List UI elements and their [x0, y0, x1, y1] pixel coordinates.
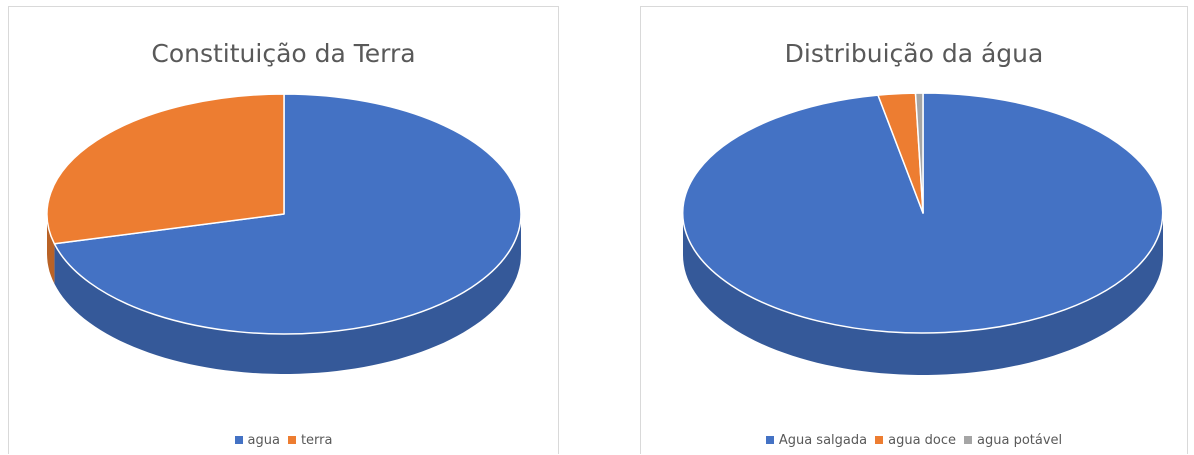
chart-title: Constituição da Terra — [151, 39, 416, 68]
pie-slice-0 — [53, 93, 522, 335]
legend-swatch — [234, 436, 243, 444]
chart-legend: agua terra — [9, 433, 558, 448]
chart-legend: Agua salgada agua doce agua potável — [641, 433, 1187, 448]
chart-panel-constituicao: Constituição da Terra agua terra — [8, 6, 559, 454]
legend-item-1: agua doce — [875, 433, 956, 448]
legend-item-2: agua potável — [964, 433, 1062, 448]
pie-slice-2 — [914, 92, 924, 214]
pie-slice-1 — [46, 93, 285, 245]
chart-panel-distribuicao: Distribuição da água Agua salgada agua do… — [640, 6, 1188, 454]
chart-title: Distribuição da água — [784, 39, 1044, 68]
pie-side-0 — [683, 213, 1163, 375]
legend-swatch — [875, 436, 884, 444]
legend-item-1: terra — [287, 433, 333, 448]
pie-chart-constituicao — [46, 93, 522, 374]
legend-label: agua doce — [888, 433, 957, 448]
pie-side-0 — [54, 214, 522, 374]
legend-item-0: agua — [234, 433, 280, 448]
legend-swatch — [287, 436, 296, 444]
legend-item-0: Agua salgada — [765, 433, 868, 448]
legend-label: Agua salgada — [778, 433, 868, 448]
legend-swatch — [765, 436, 774, 444]
pie-chart-distribuicao — [681, 92, 1164, 375]
legend-swatch — [964, 436, 973, 444]
legend-label: terra — [300, 433, 333, 448]
legend-label: agua — [247, 433, 280, 448]
legend-label: agua potável — [977, 433, 1063, 448]
